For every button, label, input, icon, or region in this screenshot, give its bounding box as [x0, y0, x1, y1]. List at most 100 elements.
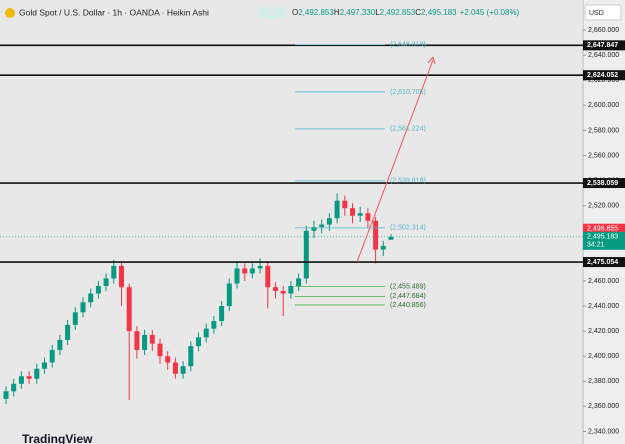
y-tick-label: 2,360.000	[588, 403, 619, 410]
candle-body	[357, 213, 363, 216]
y-tick-label: 2,560.000	[588, 152, 619, 159]
candle-body	[180, 366, 186, 374]
prev-price-label: 2,496.855	[587, 226, 618, 233]
fib-label: (2,539.818)	[390, 178, 426, 185]
level-label: 2,647.847	[587, 42, 618, 49]
status-pill	[258, 7, 286, 19]
trend-arrow	[356, 59, 434, 263]
level-label: 2,475.054	[587, 259, 618, 266]
candle-body	[165, 356, 171, 363]
candle-body	[142, 334, 148, 350]
candle-body	[119, 265, 124, 288]
y-tick-label: 2,420.000	[588, 328, 619, 335]
level-label: 2,538.059	[587, 180, 618, 187]
countdown: 34:21	[587, 242, 605, 249]
candle-body	[334, 200, 340, 219]
readout-item: L	[375, 8, 380, 17]
candle-body	[342, 200, 348, 209]
header-bar	[0, 0, 583, 26]
candle-body	[65, 324, 71, 340]
candle-body	[57, 339, 63, 350]
watermark: TradingView	[22, 432, 93, 444]
candle-body	[42, 362, 47, 369]
candle-body	[257, 265, 263, 269]
level-tag	[583, 70, 625, 81]
fib-label: (2,502.314)	[390, 225, 426, 232]
candle-body	[319, 224, 325, 228]
candle-body	[95, 285, 101, 294]
last-price-tag	[583, 231, 625, 250]
symbol-title: Gold Spot / U.S. Dollar · 1h · OANDA · H…	[19, 7, 209, 17]
candle-body	[157, 343, 163, 357]
y-tick-label: 2,520.000	[588, 203, 619, 210]
arrow-head	[427, 56, 436, 65]
y-tick-label: 2,600.000	[588, 102, 619, 109]
candle-body	[196, 337, 201, 347]
fib-label: (2,455.489)	[390, 283, 426, 290]
candle-body	[172, 362, 178, 374]
candle-body	[203, 328, 209, 338]
fib-label: (2,581.224)	[390, 126, 426, 133]
prev-price-tag	[583, 223, 625, 234]
readout-item: H	[334, 8, 340, 17]
level-tag	[583, 40, 625, 51]
readout-item: 2,492.853	[380, 8, 416, 17]
marks	[0, 44, 583, 404]
level-tag	[583, 257, 625, 268]
candle-body	[88, 293, 94, 303]
candle-body	[296, 278, 302, 286]
readout-item: C	[415, 8, 421, 17]
candle-body	[219, 306, 225, 322]
candle-body	[26, 376, 32, 379]
candle-body	[326, 218, 332, 225]
fib-label: (2,610.706)	[390, 89, 426, 96]
candle-body	[249, 268, 255, 274]
candle-body	[72, 312, 78, 325]
candle-body	[34, 368, 40, 379]
currency: USD	[589, 10, 604, 17]
candle-body	[226, 283, 232, 307]
candle-body	[273, 287, 278, 291]
candle-body	[242, 268, 248, 274]
y-tick-label: 2,400.000	[588, 353, 619, 360]
readout-item: O	[292, 8, 298, 17]
ohlc-readout: O2,492.853H2,497.330L2,492.853C2,495.183…	[292, 8, 520, 17]
level-label: 2,624.052	[587, 72, 618, 79]
y-tick-label: 2,460.000	[588, 278, 619, 285]
readout-item: 2,495.183	[421, 8, 457, 17]
readout-item: 2,497.330	[340, 8, 376, 17]
candle-body	[11, 383, 17, 392]
candle-body	[311, 227, 317, 231]
y-tick-label: 2,620.000	[588, 77, 619, 84]
candle-body	[126, 287, 132, 332]
candle-body	[3, 391, 9, 399]
y-tick-label: 2,640.000	[588, 52, 619, 59]
fib-label: (2,440.856)	[390, 302, 426, 309]
candle-body	[280, 290, 286, 294]
candle-body	[234, 268, 240, 284]
candle-body	[211, 321, 217, 329]
fib-label: (2,648.319)	[390, 42, 426, 49]
candle-body	[188, 346, 194, 367]
candle-body	[288, 285, 294, 294]
candle-body	[380, 245, 386, 250]
candle-body	[303, 230, 309, 279]
y-tick-label: 2,340.000	[588, 428, 619, 435]
y-tick-label: 2,380.000	[588, 378, 619, 385]
candle-body	[134, 331, 140, 350]
readout-item: 2,492.853	[298, 8, 334, 17]
fib-label: (2,447.684)	[390, 293, 426, 300]
currency-button[interactable]	[584, 4, 622, 21]
y-tick-label: 2,440.000	[588, 303, 619, 310]
candle-body	[388, 236, 394, 240]
candle-body	[103, 278, 109, 286]
candle-body	[80, 302, 86, 313]
y-tick-label: 2,580.000	[588, 127, 619, 134]
y-tick-label: 2,660.000	[588, 27, 619, 34]
candle-body	[365, 213, 371, 221]
candle-body	[373, 220, 379, 250]
candle-body	[49, 349, 55, 363]
candle-body	[149, 334, 155, 344]
candle-body	[350, 208, 355, 216]
